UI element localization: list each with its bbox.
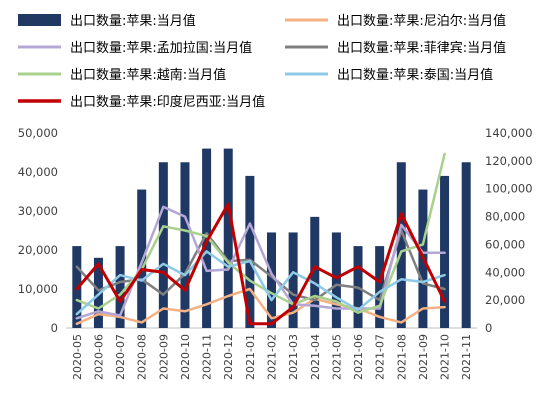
x-axis-tick-label: 2021-02 <box>266 334 279 380</box>
legend-swatch <box>18 14 61 26</box>
left-axis-tick-label: 10,000 <box>18 282 58 296</box>
left-axis-tick-label: 20,000 <box>18 243 58 257</box>
bar <box>202 148 212 328</box>
x-axis-tick-label: 2021-06 <box>352 334 365 380</box>
axes: 0 10,000 20,000 30,000 40,000 50,000 0 20,000 40… <box>18 126 533 380</box>
x-axis-tick-label: 2021-04 <box>309 334 322 380</box>
bar <box>115 246 125 328</box>
left-axis-tick-label: 30,000 <box>18 204 58 218</box>
x-axis-tick-label: 2020-09 <box>157 334 170 380</box>
x-axis-tick-label: 2021-10 <box>439 334 452 380</box>
bar <box>158 162 168 328</box>
bar <box>223 148 233 328</box>
right-axis-tick-label: 80,000 <box>485 210 525 224</box>
legend-label: 出口数量:苹果:孟加拉国:当月值 <box>70 40 252 56</box>
right-axis-tick-label: 40,000 <box>485 265 525 279</box>
legend-label: 出口数量:苹果:泰国:当月值 <box>337 67 493 83</box>
right-axis-tick-label: 20,000 <box>485 293 525 307</box>
bar <box>375 246 385 328</box>
bar <box>288 232 298 328</box>
left-axis-tick-label: 40,000 <box>18 165 58 179</box>
series-line <box>75 202 447 326</box>
x-axis-tick-label: 2021-09 <box>417 334 430 380</box>
x-axis-tick-label: 2021-05 <box>330 334 343 380</box>
right-axis-tick-label: 0 <box>485 321 492 335</box>
x-axis-tick-label: 2020-11 <box>201 334 214 380</box>
series-line <box>75 250 446 316</box>
bar <box>310 216 320 328</box>
line-series <box>75 152 447 326</box>
x-axis-tick-label: 2020-06 <box>92 334 105 380</box>
bar <box>396 162 406 328</box>
legend-label: 出口数量:苹果:越南:当月值 <box>70 67 226 83</box>
x-axis-tick-label: 2020-05 <box>71 334 84 380</box>
x-axis-tick-label: 2021-07 <box>374 334 387 380</box>
series-line <box>75 287 446 326</box>
bar <box>137 189 147 328</box>
x-axis-tick-label: 2021-08 <box>395 334 408 380</box>
bar <box>267 232 276 328</box>
bar <box>180 162 190 328</box>
bar <box>245 175 255 328</box>
right-axis-tick-label: 140,000 <box>485 126 533 140</box>
x-axis-tick-label: 2020-10 <box>179 334 192 380</box>
right-axis-tick-label: 120,000 <box>485 154 533 168</box>
x-axis-tick-label: 2021-03 <box>287 334 300 380</box>
x-axis-tick-label: 2021-11 <box>460 334 473 380</box>
x-axis-tick-label: 2021-01 <box>244 334 257 380</box>
legend-label: 出口数量:苹果:菲律宾:当月值 <box>337 40 506 56</box>
bar <box>461 162 471 328</box>
right-axis-tick-label: 100,000 <box>485 182 533 196</box>
legend-label: 出口数量:苹果:尼泊尔:当月值 <box>337 13 506 29</box>
x-axis-tick-label: 2020-07 <box>114 334 127 380</box>
right-axis-tick-label: 60,000 <box>485 237 525 251</box>
x-axis-tick-label: 2020-12 <box>222 334 235 380</box>
left-axis-tick-label: 0 <box>51 321 58 335</box>
bar <box>331 232 341 328</box>
legend-label: 出口数量:苹果:当月值 <box>70 13 196 29</box>
x-axis-tick-label: 2020-08 <box>136 334 149 380</box>
left-axis-tick-label: 50,000 <box>18 126 58 140</box>
legend-label: 出口数量:苹果:印度尼西亚:当月值 <box>70 94 265 110</box>
legend: 出口数量:苹果:当月值 出口数量:苹果:尼泊尔:当月值出口数量:苹果:孟加拉国:当… <box>18 13 506 110</box>
